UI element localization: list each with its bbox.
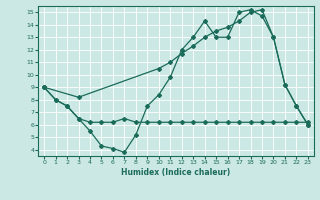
X-axis label: Humidex (Indice chaleur): Humidex (Indice chaleur) [121, 168, 231, 177]
